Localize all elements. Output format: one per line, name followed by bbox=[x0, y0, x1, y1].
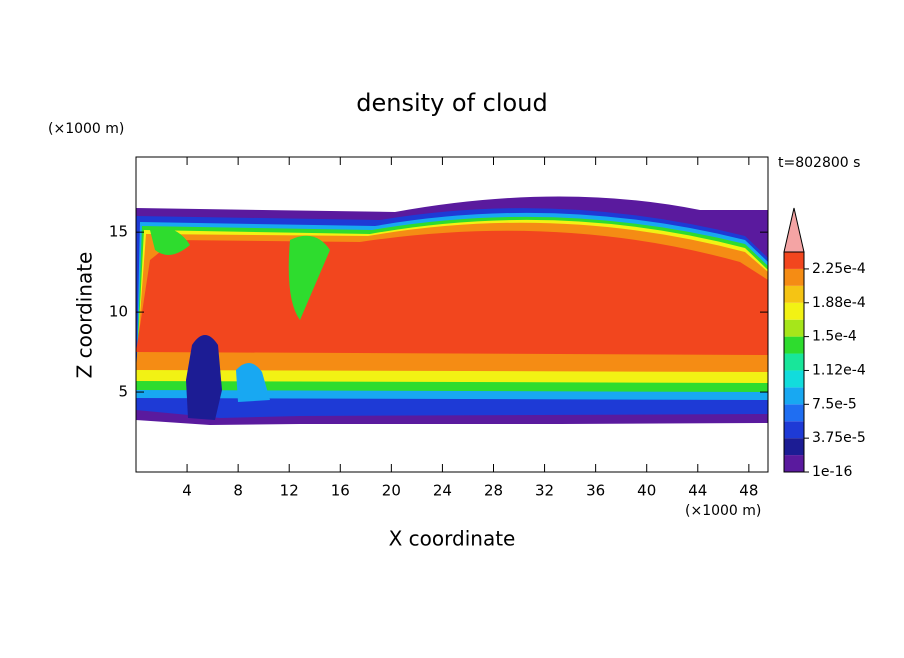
colorbar-band bbox=[784, 336, 804, 354]
y-tick-label: 5 bbox=[118, 383, 128, 401]
colorbar-tick-label: 1.5e-4 bbox=[812, 329, 857, 345]
colorbar-tick-label: 2.25e-4 bbox=[812, 261, 866, 277]
colorbar-tick-label: 1.12e-4 bbox=[812, 362, 866, 378]
colorbar-band bbox=[784, 319, 804, 337]
x-tick-label: 28 bbox=[484, 482, 503, 500]
x-tick-label: 36 bbox=[586, 482, 605, 500]
y-tick-label: 15 bbox=[109, 223, 128, 241]
colorbar-tick-label: 1e-16 bbox=[812, 464, 852, 480]
field-feature bbox=[186, 335, 222, 420]
x-tick-label: 20 bbox=[382, 482, 401, 500]
colorbar-tick-label: 7.5e-5 bbox=[812, 396, 857, 412]
field-feature bbox=[150, 227, 190, 255]
chart-title: density of cloud bbox=[356, 89, 547, 117]
x-tick-label: 16 bbox=[331, 482, 350, 500]
colorbar-band bbox=[784, 404, 804, 422]
colorbar-frame bbox=[783, 251, 805, 473]
x-unit: (×1000 m) bbox=[685, 503, 761, 519]
colorbar-band bbox=[784, 370, 804, 388]
y-tick-label: 10 bbox=[109, 303, 128, 321]
colorbar-band bbox=[784, 268, 804, 286]
x-tick-label: 24 bbox=[433, 482, 452, 500]
colorbar-band bbox=[784, 252, 804, 269]
colorbar-tick-label: 3.75e-5 bbox=[812, 430, 866, 446]
field-band bbox=[136, 230, 768, 355]
x-tick-label: 48 bbox=[739, 482, 758, 500]
x-tick-label: 8 bbox=[233, 482, 243, 500]
plot-frame bbox=[135, 156, 769, 473]
field-feature bbox=[236, 362, 270, 402]
annotation: t=802800 s bbox=[778, 155, 860, 171]
x-tick-label: 12 bbox=[280, 482, 299, 500]
colorbar-band bbox=[784, 285, 804, 303]
x-tick-label: 44 bbox=[688, 482, 707, 500]
x-tick-label: 4 bbox=[182, 482, 192, 500]
colorbar-band bbox=[784, 302, 804, 320]
x-tick-label: 40 bbox=[637, 482, 656, 500]
colorbar-over bbox=[783, 207, 805, 253]
colorbar-band bbox=[784, 421, 804, 439]
x-axis-label: X coordinate bbox=[389, 527, 516, 551]
field-feature bbox=[288, 235, 330, 320]
colorbar-band bbox=[784, 353, 804, 371]
colorbar-band bbox=[784, 438, 804, 456]
colorbar-band bbox=[784, 455, 804, 472]
x-tick-label: 32 bbox=[535, 482, 554, 500]
colorbar-tick-label: 1.88e-4 bbox=[812, 295, 866, 311]
y-axis-label: Z coordinate bbox=[73, 252, 97, 379]
contour-field bbox=[136, 196, 768, 425]
y-unit: (×1000 m) bbox=[48, 121, 124, 137]
colorbar-band bbox=[784, 387, 804, 405]
